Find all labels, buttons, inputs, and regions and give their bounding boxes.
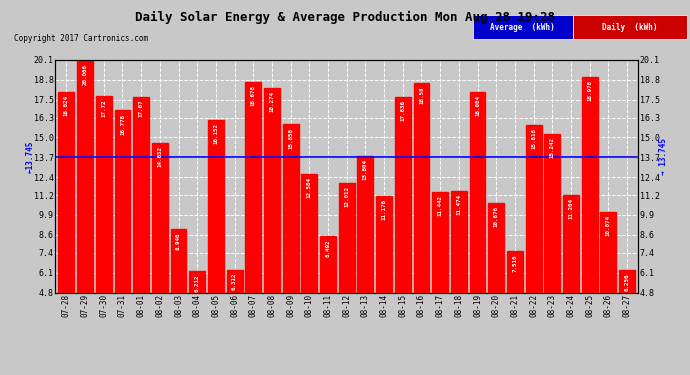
Bar xyxy=(59,92,75,366)
Text: 15.818: 15.818 xyxy=(531,128,536,149)
Text: 18.004: 18.004 xyxy=(475,95,480,116)
Text: ←13.745: ←13.745 xyxy=(26,140,34,173)
Text: 18.274: 18.274 xyxy=(270,91,275,112)
Bar xyxy=(432,192,448,366)
Bar xyxy=(600,212,616,366)
Text: Daily Solar Energy & Average Production Mon Aug 28 19:28: Daily Solar Energy & Average Production … xyxy=(135,11,555,24)
Text: Average  (kWh): Average (kWh) xyxy=(491,22,555,32)
Text: 6.256: 6.256 xyxy=(624,273,629,291)
Bar xyxy=(470,92,486,366)
Text: 18.58: 18.58 xyxy=(419,86,424,104)
Bar xyxy=(115,111,130,366)
Text: 8.492: 8.492 xyxy=(326,239,331,257)
Text: 18.024: 18.024 xyxy=(64,94,69,116)
Text: 17.67: 17.67 xyxy=(139,100,144,117)
Bar xyxy=(582,77,598,366)
Bar xyxy=(170,230,186,366)
Text: 14.652: 14.652 xyxy=(157,146,162,167)
Text: → 13.745: → 13.745 xyxy=(659,138,668,175)
Text: 8.946: 8.946 xyxy=(176,232,181,250)
Text: 13.804: 13.804 xyxy=(363,159,368,180)
Text: 7.516: 7.516 xyxy=(513,254,518,272)
Text: 12.584: 12.584 xyxy=(307,177,312,198)
Bar xyxy=(489,203,504,366)
Text: Daily  (kWh): Daily (kWh) xyxy=(602,22,658,32)
Bar xyxy=(283,124,299,366)
Bar xyxy=(302,174,317,366)
Text: 11.442: 11.442 xyxy=(437,195,443,216)
Text: 15.858: 15.858 xyxy=(288,128,293,148)
Bar xyxy=(563,195,579,366)
Text: 6.312: 6.312 xyxy=(232,273,237,290)
Text: 18.678: 18.678 xyxy=(250,85,256,106)
Bar xyxy=(357,156,373,366)
Bar xyxy=(320,236,336,366)
Text: 16.152: 16.152 xyxy=(213,123,219,144)
Bar xyxy=(413,83,429,366)
Bar xyxy=(133,97,149,366)
Bar xyxy=(226,270,243,366)
Bar xyxy=(544,134,560,366)
Text: 10.074: 10.074 xyxy=(606,215,611,236)
Text: 11.474: 11.474 xyxy=(456,194,462,215)
Text: 11.204: 11.204 xyxy=(569,198,573,219)
Bar xyxy=(526,125,542,366)
Bar xyxy=(77,60,93,366)
Bar xyxy=(189,271,205,366)
Bar xyxy=(395,98,411,366)
Text: 20.066: 20.066 xyxy=(83,63,88,84)
Bar xyxy=(507,251,523,366)
Bar xyxy=(451,191,467,366)
Text: 6.212: 6.212 xyxy=(195,274,199,292)
Bar xyxy=(264,88,280,366)
Text: 17.636: 17.636 xyxy=(400,100,405,122)
Text: 17.72: 17.72 xyxy=(101,99,106,117)
Bar xyxy=(96,96,112,366)
Bar xyxy=(376,196,392,366)
Text: Copyright 2017 Cartronics.com: Copyright 2017 Cartronics.com xyxy=(14,34,148,43)
Text: 18.978: 18.978 xyxy=(587,80,592,101)
Text: 15.242: 15.242 xyxy=(550,137,555,158)
Text: 12.012: 12.012 xyxy=(344,186,349,207)
Text: 11.176: 11.176 xyxy=(382,199,386,220)
Bar xyxy=(208,120,224,366)
Text: 16.778: 16.778 xyxy=(120,114,125,135)
Bar xyxy=(246,82,262,366)
Bar xyxy=(339,183,355,366)
Bar xyxy=(619,270,635,366)
Bar xyxy=(152,143,168,366)
Text: 10.676: 10.676 xyxy=(494,206,499,227)
